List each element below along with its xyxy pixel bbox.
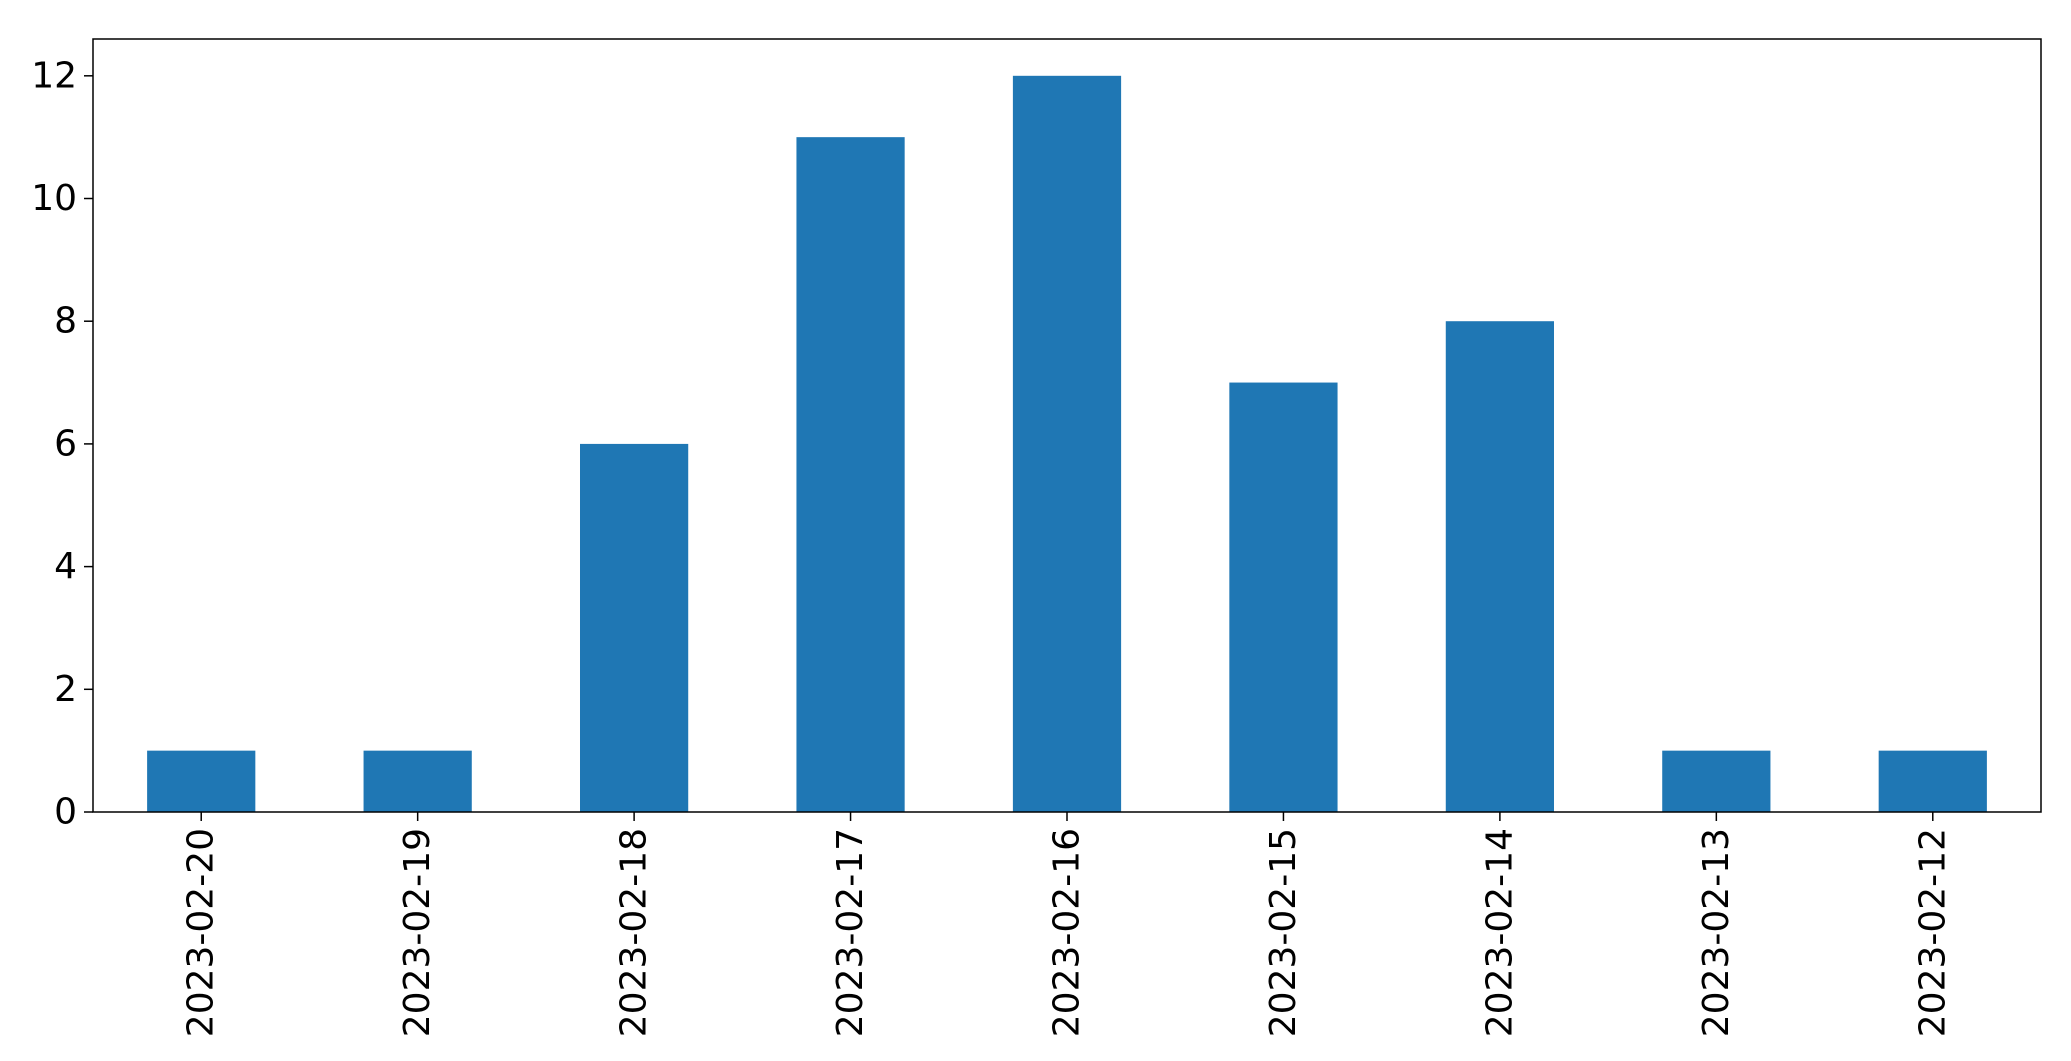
bar-2023-02-18 bbox=[580, 443, 689, 812]
x-tick-label: 2023-02-14 bbox=[1479, 828, 1520, 1037]
x-tick-label: 2023-02-12 bbox=[1912, 828, 1953, 1037]
bar-2023-02-13 bbox=[1662, 750, 1771, 812]
y-tick-label: 4 bbox=[54, 546, 77, 587]
y-tick-label: 0 bbox=[54, 792, 77, 833]
y-tick-label: 6 bbox=[54, 423, 77, 464]
bar-2023-02-20 bbox=[147, 750, 256, 812]
x-axis: 2023-02-20 2023-02-19 2023-02-18 2023-02-17… bbox=[181, 812, 1953, 1037]
x-tick-label: 2023-02-20 bbox=[181, 828, 222, 1037]
y-tick-label: 10 bbox=[31, 178, 77, 219]
bars-layer bbox=[147, 75, 1987, 813]
x-tick-label: 2023-02-19 bbox=[397, 828, 438, 1037]
y-tick-label: 2 bbox=[54, 669, 77, 710]
x-tick-label: 2023-02-15 bbox=[1263, 828, 1304, 1037]
x-tick-label: 2023-02-13 bbox=[1696, 828, 1737, 1037]
x-tick-label: 2023-02-16 bbox=[1047, 828, 1088, 1037]
bar-2023-02-16 bbox=[1012, 75, 1122, 813]
bar-2023-02-12 bbox=[1878, 750, 1987, 812]
y-tick-label: 8 bbox=[54, 301, 77, 342]
y-tick-label: 12 bbox=[31, 55, 77, 96]
bar-2023-02-15 bbox=[1229, 382, 1338, 812]
y-axis: 0 2 4 6 8 10 12 bbox=[31, 55, 93, 833]
x-tick-label: 2023-02-18 bbox=[614, 828, 655, 1037]
bar-2023-02-19 bbox=[363, 750, 472, 812]
plot-frame bbox=[92, 38, 2042, 813]
bar-2023-02-14 bbox=[1445, 321, 1554, 812]
bar-2023-02-17 bbox=[796, 137, 905, 812]
x-tick-label: 2023-02-17 bbox=[830, 828, 871, 1037]
